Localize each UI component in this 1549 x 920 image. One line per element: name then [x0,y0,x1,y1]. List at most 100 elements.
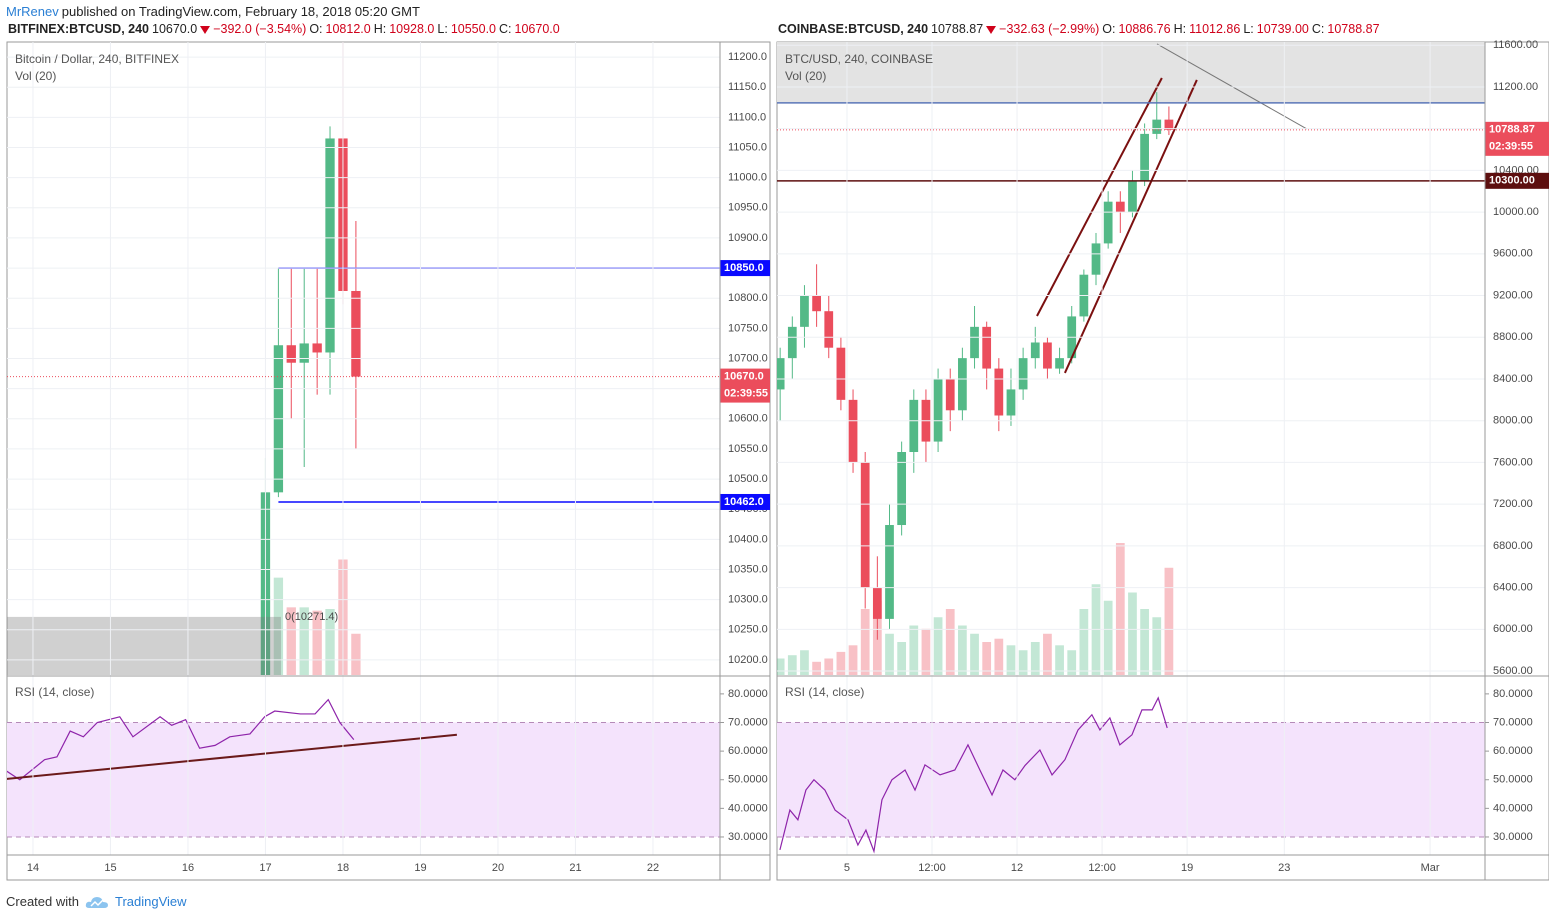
candle-body [351,290,361,377]
candle-body [1030,342,1040,359]
y-tick-label: 8000.00 [1493,415,1533,427]
x-tick-label: 19 [414,862,426,874]
volume-bar [970,633,979,675]
y-tick-label: 7200.00 [1493,498,1533,510]
legend: BTC/USD, 240, COINBASE [785,52,933,66]
volume-bar [787,655,797,675]
candle-body [860,462,870,588]
y-tick-label: 11150.0 [728,81,766,93]
volume-bar [982,642,992,675]
ohlc-key: H: [373,22,387,36]
x-tick-label: 20 [492,862,504,874]
volume-bar [885,633,894,675]
symbol: BITFINEX:BTCUSD, 240 [8,22,149,36]
countdown: 02:39:55 [1489,141,1533,153]
volume-bar [836,651,846,675]
rsi-band [7,722,720,837]
volume-bar [1079,609,1089,675]
volume-bar [777,658,785,675]
y-tick-label: 11000.0 [728,172,767,184]
author[interactable]: MrRenev [6,4,59,19]
candle-body [958,358,967,411]
legend: Bitcoin / Dollar, 240, BITFINEX [15,52,179,66]
down-arrow [986,25,997,34]
y-tick-label: 10000.00 [1493,206,1539,218]
volume-bar [1067,650,1077,675]
rsi-tick-label: 80.0000 [728,688,768,700]
volume-bar [1043,633,1052,675]
last-price-label: 10788.87 [1489,124,1535,136]
countdown: 02:39:55 [724,387,768,399]
y-tick-label: 10900.0 [728,232,768,244]
y-tick-label: 10600.0 [728,413,768,425]
x-tick-label: 19 [1181,862,1193,874]
price-tag-label: 10300.00 [1489,175,1535,187]
rsi-tick-label: 40.0000 [1493,802,1533,814]
rsi-tick-label: 50.0000 [1493,774,1533,786]
y-tick-label: 10550.0 [728,443,768,455]
x-tick-label: 12:00 [1088,862,1116,874]
candle-body [933,378,943,442]
y-tick-label: 8800.00 [1493,331,1533,343]
y-tick-label: 10350.0 [728,563,768,575]
rsi-tick-label: 50.0000 [728,774,768,786]
candle-body [325,138,335,353]
ohlc-key: C: [1311,22,1325,36]
candle-body [970,326,979,359]
y-tick-label: 6000.00 [1493,623,1533,635]
rsi-tick-label: 60.0000 [1493,745,1533,757]
rsi-tick-label: 30.0000 [1493,831,1533,843]
x-tick-label: 23 [1278,862,1290,874]
logo [85,896,108,908]
y-tick-label: 10400.0 [728,533,768,545]
y-tick-label: 9600.00 [1493,248,1533,260]
volume-bar [1006,645,1016,675]
x-tick-label: 18 [337,862,349,874]
note-label: 0(10271.4) [285,611,338,623]
candle-body [1043,342,1052,369]
candle-body [312,343,322,353]
ohlc-key: L: [1243,22,1254,36]
rsi-tick-label: 60.0000 [728,745,768,757]
publish-line: MrRenev published on TradingView.com, Fe… [6,4,420,19]
x-tick-label: 12 [1011,862,1023,874]
y-tick-label: 10500.0 [728,473,768,485]
volume-bar [909,625,919,675]
brand[interactable]: TradingView [114,894,187,909]
volume-bar [1018,650,1028,675]
y-tick-label: 10750.0 [728,322,768,334]
ohlc-key: C: [499,22,512,36]
y-tick-label: 10700.0 [728,352,768,364]
candle-body [1006,389,1016,416]
volume-bar [1152,617,1162,675]
volume-bar [860,609,870,675]
published: published on TradingView.com, February 1… [61,4,420,19]
candle-body [897,452,907,526]
candle-body [286,345,296,363]
zone [777,42,1485,103]
price-tag [1485,172,1549,189]
candle-body [777,358,785,390]
volume-legend: Vol (20) [785,69,826,83]
candle-body [909,399,919,453]
x-tick-label: 21 [569,862,581,874]
rsi-tick-label: 80.0000 [1493,688,1533,700]
candle-body [1140,133,1149,181]
ohlc-key: O: [1102,22,1116,36]
ohlc-key: L: [437,22,448,36]
candle-body [1018,358,1028,390]
candle-body [982,326,992,369]
volume-bar [848,645,858,675]
note-box [7,616,281,675]
ohlc-value: 10788.87 [1327,22,1380,36]
rsi-trend-line [7,733,457,780]
volume-bar [351,633,361,675]
volume-bar [286,607,296,675]
rsi-band [777,722,1485,837]
price: 10670.0 [152,22,198,36]
ohlc-value: 10739.00 [1256,22,1309,36]
candle-body [800,295,809,327]
volume-bar [312,610,322,675]
candle-body [1055,358,1064,369]
candle-body [994,368,1004,416]
